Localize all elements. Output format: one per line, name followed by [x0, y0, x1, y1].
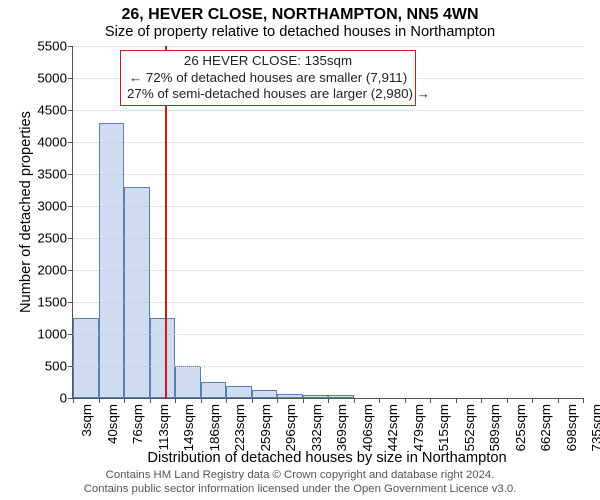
- x-tick-label: 149sqm: [181, 404, 196, 454]
- x-tick-label: 369sqm: [334, 404, 349, 454]
- y-tick-label: 5500: [37, 39, 73, 54]
- grid-line: [73, 238, 583, 239]
- x-tick-label: 698sqm: [564, 404, 579, 454]
- x-tick-label: 223sqm: [232, 404, 247, 454]
- x-tickmark: [124, 398, 125, 403]
- histogram-bar: [73, 318, 99, 398]
- histogram-bar: [328, 395, 354, 398]
- x-tickmark: [379, 398, 380, 403]
- y-tick-label: 1500: [37, 295, 73, 310]
- y-tick-label: 5000: [37, 71, 73, 86]
- x-tick-label: 515sqm: [436, 404, 451, 454]
- x-tick-label: 76sqm: [130, 404, 145, 454]
- x-tick-label: 40sqm: [105, 404, 120, 454]
- grid-line: [73, 142, 583, 143]
- histogram-bar: [150, 318, 176, 398]
- x-tick-label: 589sqm: [487, 404, 502, 454]
- y-tick-label: 4000: [37, 135, 73, 150]
- x-tickmark: [73, 398, 74, 403]
- x-tickmark: [481, 398, 482, 403]
- y-tick-label: 2000: [37, 263, 73, 278]
- grid-line: [73, 334, 583, 335]
- x-tick-label: 113sqm: [156, 404, 171, 454]
- grid-line: [73, 206, 583, 207]
- y-tick-label: 3500: [37, 167, 73, 182]
- chart-subtitle: Size of property relative to detached ho…: [0, 24, 600, 40]
- y-tick-label: 4500: [37, 103, 73, 118]
- x-tickmark: [456, 398, 457, 403]
- annotation-line1: 26 HEVER CLOSE: 135sqm: [127, 53, 409, 70]
- y-tick-label: 2500: [37, 231, 73, 246]
- annotation-box: 26 HEVER CLOSE: 135sqm ← 72% of detached…: [120, 50, 416, 106]
- grid-line: [73, 270, 583, 271]
- y-tick-label: 0: [60, 391, 73, 406]
- x-tick-label: 442sqm: [385, 404, 400, 454]
- footer: Contains HM Land Registry data © Crown c…: [0, 468, 600, 496]
- histogram-bar: [277, 394, 303, 398]
- footer-line1: Contains HM Land Registry data © Crown c…: [0, 468, 600, 482]
- grid-line: [73, 174, 583, 175]
- x-tickmark: [430, 398, 431, 403]
- chart-container: { "title_line1": "26, HEVER CLOSE, NORTH…: [0, 0, 600, 500]
- histogram-bar: [226, 386, 252, 398]
- x-tick-label: 3sqm: [79, 404, 94, 454]
- x-tickmark: [150, 398, 151, 403]
- x-tickmark: [175, 398, 176, 403]
- x-tickmark: [405, 398, 406, 403]
- x-tickmark: [328, 398, 329, 403]
- x-tickmark: [354, 398, 355, 403]
- histogram-bar: [99, 123, 125, 398]
- y-tick-label: 1000: [37, 327, 73, 342]
- x-tick-label: 186sqm: [207, 404, 222, 454]
- x-tickmark: [507, 398, 508, 403]
- grid-line: [73, 366, 583, 367]
- histogram-bar: [201, 382, 227, 398]
- x-tickmark: [277, 398, 278, 403]
- x-tickmark: [303, 398, 304, 403]
- y-axis-label: Number of detached properties: [18, 102, 34, 322]
- annotation-line2: ← 72% of detached houses are smaller (7,…: [127, 70, 409, 87]
- grid-line: [73, 46, 583, 47]
- y-tick-label: 3000: [37, 199, 73, 214]
- x-tickmark: [532, 398, 533, 403]
- x-tick-label: 406sqm: [360, 404, 375, 454]
- annotation-line3: 27% of semi-detached houses are larger (…: [127, 86, 409, 103]
- x-tickmark: [558, 398, 559, 403]
- grid-line: [73, 302, 583, 303]
- x-tick-label: 332sqm: [309, 404, 324, 454]
- histogram-bar: [252, 390, 278, 398]
- chart-title: 26, HEVER CLOSE, NORTHAMPTON, NN5 4WN: [0, 6, 600, 24]
- x-tick-label: 625sqm: [513, 404, 528, 454]
- x-axis-label: Distribution of detached houses by size …: [72, 450, 582, 466]
- x-tickmark: [201, 398, 202, 403]
- histogram-bar: [175, 366, 201, 398]
- x-tickmark: [252, 398, 253, 403]
- x-tickmark: [99, 398, 100, 403]
- histogram-bar: [303, 395, 329, 398]
- x-tick-label: 296sqm: [283, 404, 298, 454]
- x-tickmark: [226, 398, 227, 403]
- x-tick-label: 552sqm: [462, 404, 477, 454]
- x-tick-label: 662sqm: [538, 404, 553, 454]
- x-tick-label: 735sqm: [589, 404, 600, 454]
- x-tickmark: [583, 398, 584, 403]
- x-tick-label: 259sqm: [258, 404, 273, 454]
- x-tick-label: 479sqm: [411, 404, 426, 454]
- grid-line: [73, 110, 583, 111]
- y-tick-label: 500: [45, 359, 73, 374]
- footer-line2: Contains public sector information licen…: [0, 482, 600, 496]
